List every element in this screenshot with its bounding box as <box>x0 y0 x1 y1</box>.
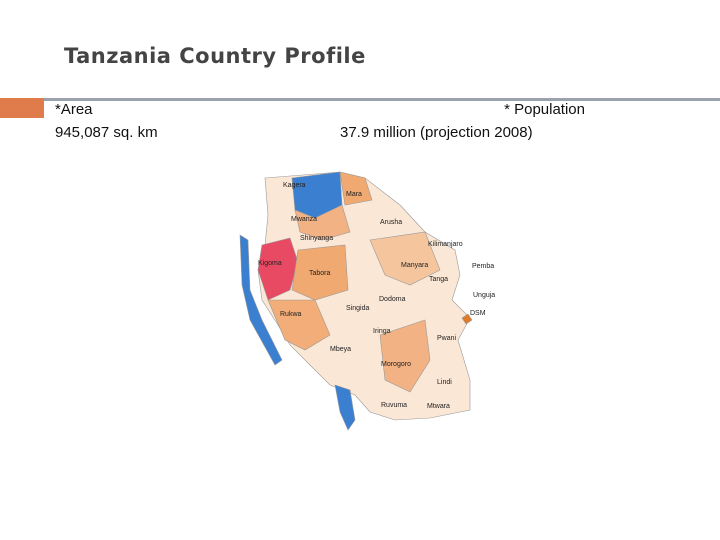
region-label: Mara <box>346 191 362 198</box>
region-label: Shinyanga <box>300 235 333 242</box>
population-value: 37.9 million (projection 2008) <box>340 124 533 141</box>
rule <box>44 98 720 101</box>
region <box>339 171 373 206</box>
region-label: Tanga <box>429 276 448 283</box>
region-label: Pwani <box>437 335 457 342</box>
map-shapes <box>239 171 473 431</box>
kigoma <box>257 237 299 301</box>
population-label: * Population <box>504 101 585 118</box>
region-label: Mwanza <box>291 216 317 223</box>
region-label: Unguja <box>473 292 495 299</box>
region-label: Tabora <box>309 270 331 277</box>
region-label: DSM <box>470 310 486 317</box>
region-label: Kilimanjaro <box>428 241 463 248</box>
region-label: Mtwara <box>427 403 450 410</box>
region <box>294 204 351 241</box>
region-label: Singida <box>346 305 369 312</box>
lake-nyasa <box>334 384 356 431</box>
region-label: Rukwa <box>280 311 302 318</box>
region-label: Dodoma <box>379 296 406 303</box>
region <box>369 231 441 286</box>
accent-bar <box>0 98 44 118</box>
region-label: Pemba <box>472 263 494 270</box>
region-label: Kagera <box>283 182 306 189</box>
region <box>267 299 331 351</box>
area-label: *Area <box>55 101 93 118</box>
region-label: Ruvuma <box>381 402 407 409</box>
region-label: Lindi <box>437 379 452 386</box>
region <box>291 244 349 301</box>
region-label: Arusha <box>380 219 402 226</box>
lake-tanganyika <box>239 234 283 366</box>
area-value: 945,087 sq. km <box>55 124 158 141</box>
region-label: Mbeya <box>330 346 351 353</box>
slide-title: Tanzania Country Profile <box>64 44 366 68</box>
region-label: Kigoma <box>258 260 282 267</box>
region-label: Manyara <box>401 262 428 269</box>
region <box>379 319 431 393</box>
region-label: Morogoro <box>381 361 411 368</box>
region-label: Iringa <box>373 328 391 335</box>
dsm <box>461 313 473 325</box>
